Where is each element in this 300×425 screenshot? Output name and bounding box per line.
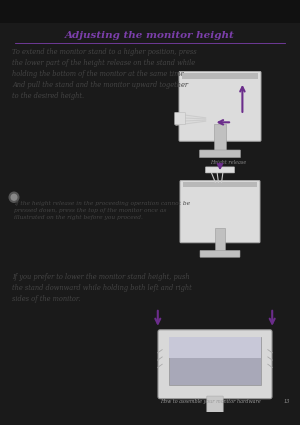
FancyBboxPatch shape — [176, 419, 254, 425]
Text: How to assemble your monitor hardware: How to assemble your monitor hardware — [160, 399, 261, 404]
FancyBboxPatch shape — [179, 71, 261, 141]
Circle shape — [11, 194, 17, 201]
Bar — [169, 337, 261, 385]
FancyBboxPatch shape — [207, 396, 223, 422]
Text: Adjusting the monitor height: Adjusting the monitor height — [65, 31, 235, 40]
Bar — [183, 182, 257, 187]
FancyBboxPatch shape — [180, 181, 260, 243]
Text: If the height release in the proceeding operation cannot be
pressed down, press : If the height release in the proceeding … — [14, 201, 190, 220]
Circle shape — [8, 192, 20, 203]
Bar — [182, 74, 258, 79]
Bar — [214, 227, 226, 252]
Bar — [169, 337, 261, 358]
FancyBboxPatch shape — [200, 250, 240, 257]
FancyBboxPatch shape — [206, 167, 235, 173]
Bar — [214, 124, 226, 153]
Text: To extend the monitor stand to a higher position, press
the lower part of the he: To extend the monitor stand to a higher … — [12, 48, 196, 100]
Text: 13: 13 — [284, 399, 290, 404]
Text: If you prefer to lower the monitor stand height, push
the stand downward while h: If you prefer to lower the monitor stand… — [12, 273, 192, 303]
FancyBboxPatch shape — [158, 330, 272, 399]
Text: Height release: Height release — [210, 160, 246, 165]
FancyBboxPatch shape — [200, 150, 241, 158]
FancyBboxPatch shape — [175, 112, 185, 125]
Bar — [0, 0, 300, 23]
